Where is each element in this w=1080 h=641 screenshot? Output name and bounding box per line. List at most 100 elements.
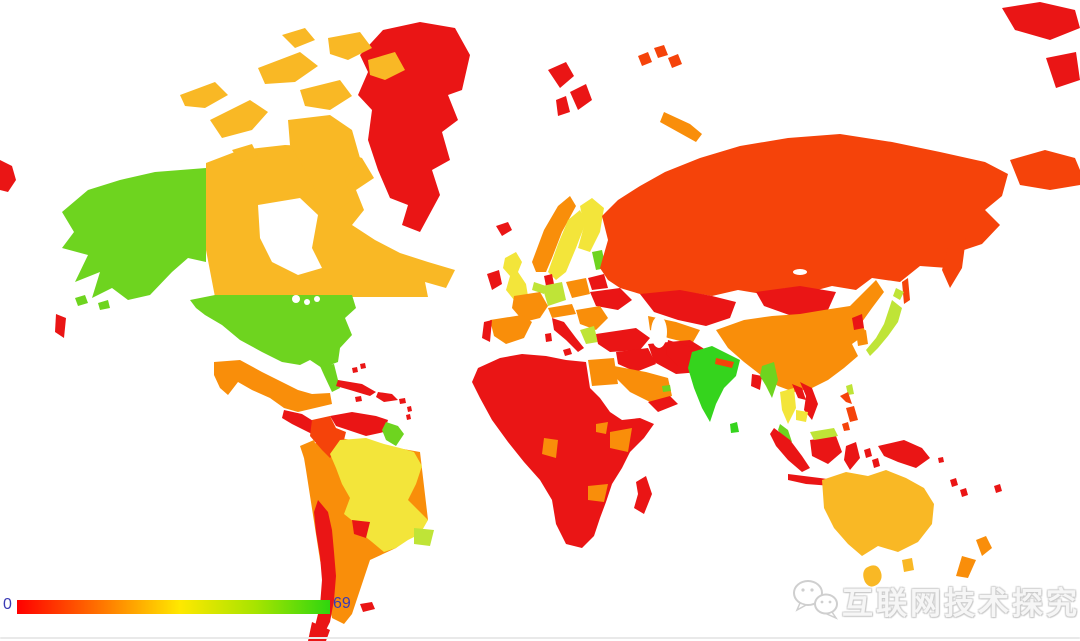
- region-philippines[interactable]: [840, 392, 858, 431]
- europe-group: [482, 196, 650, 356]
- region-thailand[interactable]: [780, 388, 796, 424]
- region-mexico[interactable]: [214, 360, 332, 412]
- region-guyana[interactable]: [382, 422, 404, 446]
- region-nepal[interactable]: [715, 358, 734, 368]
- region-indonesia-borneo[interactable]: [810, 436, 842, 464]
- region-russia[interactable]: [600, 134, 1008, 298]
- region-uruguay[interactable]: [414, 528, 434, 546]
- region-benelux[interactable]: [532, 282, 546, 294]
- region-usa-florida[interactable]: [320, 364, 340, 392]
- region-malaysia-borneo[interactable]: [810, 428, 838, 440]
- region-cambodia[interactable]: [796, 410, 808, 422]
- watermark: 互联网技术探究: [790, 572, 1080, 628]
- region-italy[interactable]: [545, 318, 584, 356]
- region-yemen-oman[interactable]: [648, 396, 678, 412]
- region-alaska[interactable]: [62, 168, 206, 310]
- region-denmark[interactable]: [544, 274, 554, 286]
- water-overlays: [258, 198, 807, 348]
- black-sea: [608, 311, 640, 325]
- wechat-icon: [793, 580, 839, 620]
- region-myanmar[interactable]: [760, 362, 778, 398]
- region-bangladesh[interactable]: [751, 374, 762, 390]
- region-ecuador[interactable]: [300, 440, 318, 458]
- region-france[interactable]: [512, 292, 548, 322]
- region-north-korea[interactable]: [852, 314, 864, 330]
- region-papua-new-guinea[interactable]: [878, 440, 930, 468]
- region-madagascar[interactable]: [634, 476, 652, 514]
- region-falkland[interactable]: [360, 602, 375, 612]
- region-sweden[interactable]: [548, 210, 586, 280]
- region-greenland[interactable]: [358, 22, 470, 232]
- region-franz-josef[interactable]: [638, 45, 682, 68]
- region-poland[interactable]: [566, 278, 590, 298]
- region-kenya[interactable]: [610, 428, 632, 452]
- region-svalbard[interactable]: [548, 62, 592, 116]
- region-egypt[interactable]: [588, 358, 618, 386]
- region-zimbabwe[interactable]: [588, 484, 608, 502]
- region-brazil[interactable]: [330, 438, 428, 552]
- region-canada-archipelago[interactable]: [180, 28, 405, 212]
- region-uganda[interactable]: [596, 422, 608, 434]
- region-novaya-zemlya[interactable]: [660, 112, 702, 142]
- region-russia-chukotka[interactable]: [1010, 150, 1080, 190]
- region-ukraine[interactable]: [590, 288, 632, 310]
- region-usa[interactable]: [190, 295, 356, 368]
- region-saudi-arabia[interactable]: [614, 366, 672, 402]
- region-australia[interactable]: [822, 470, 934, 556]
- region-komandorski[interactable]: [55, 314, 66, 338]
- lake-baikal: [793, 269, 807, 275]
- caspian-sea: [651, 316, 667, 348]
- region-pacific-islands[interactable]: [938, 457, 1002, 497]
- region-spain[interactable]: [490, 315, 532, 344]
- hudson-bay: [258, 198, 322, 275]
- region-sri-lanka[interactable]: [730, 422, 739, 433]
- region-arctic-ne-corner[interactable]: [1002, 2, 1080, 88]
- region-russia-kamchatka[interactable]: [902, 230, 966, 304]
- region-venezuela[interactable]: [330, 412, 388, 436]
- region-middle-east[interactable]: [616, 348, 656, 372]
- region-pakistan[interactable]: [666, 340, 694, 372]
- region-kazakhstan[interactable]: [640, 290, 736, 326]
- region-iceland[interactable]: [496, 222, 512, 236]
- region-indonesia-sumatra[interactable]: [770, 428, 810, 472]
- region-russia-far-left[interactable]: [0, 160, 16, 192]
- region-hispaniola[interactable]: [376, 392, 398, 402]
- region-indonesia-sulawesi[interactable]: [844, 442, 880, 470]
- region-vietnam[interactable]: [800, 382, 818, 420]
- region-south-korea[interactable]: [856, 330, 868, 346]
- region-ireland[interactable]: [487, 270, 502, 290]
- region-gabon[interactable]: [542, 438, 558, 458]
- north-america-group: [0, 28, 455, 440]
- oceania-group: [822, 457, 1002, 587]
- region-malay-peninsula[interactable]: [778, 424, 792, 442]
- region-uae[interactable]: [662, 385, 671, 392]
- region-alpine[interactable]: [548, 304, 576, 318]
- region-germany[interactable]: [542, 282, 566, 306]
- region-southern-island[interactable]: [863, 565, 882, 587]
- region-turkey[interactable]: [596, 328, 650, 352]
- region-uk[interactable]: [503, 252, 528, 300]
- region-cuba[interactable]: [336, 380, 376, 396]
- bottom-divider: [0, 637, 1080, 639]
- region-finland[interactable]: [578, 198, 604, 252]
- region-belarus[interactable]: [588, 274, 608, 290]
- region-tasmania[interactable]: [902, 558, 914, 572]
- great-lake-3: [314, 296, 320, 302]
- region-africa[interactable]: [472, 354, 654, 548]
- region-balkans[interactable]: [576, 306, 608, 330]
- region-new-zealand[interactable]: [956, 536, 992, 578]
- great-lake-1: [292, 295, 300, 303]
- region-paraguay[interactable]: [352, 520, 370, 538]
- region-china[interactable]: [716, 280, 884, 392]
- region-japan[interactable]: [866, 288, 904, 356]
- region-canada[interactable]: [206, 145, 455, 297]
- region-mongolia[interactable]: [756, 286, 836, 316]
- region-tierra-del-fuego[interactable]: [308, 622, 330, 641]
- region-portugal[interactable]: [482, 320, 492, 342]
- region-chile[interactable]: [314, 500, 336, 638]
- region-norway[interactable]: [532, 196, 576, 272]
- region-laos[interactable]: [792, 384, 806, 400]
- region-greece[interactable]: [580, 326, 598, 344]
- region-india[interactable]: [688, 346, 740, 422]
